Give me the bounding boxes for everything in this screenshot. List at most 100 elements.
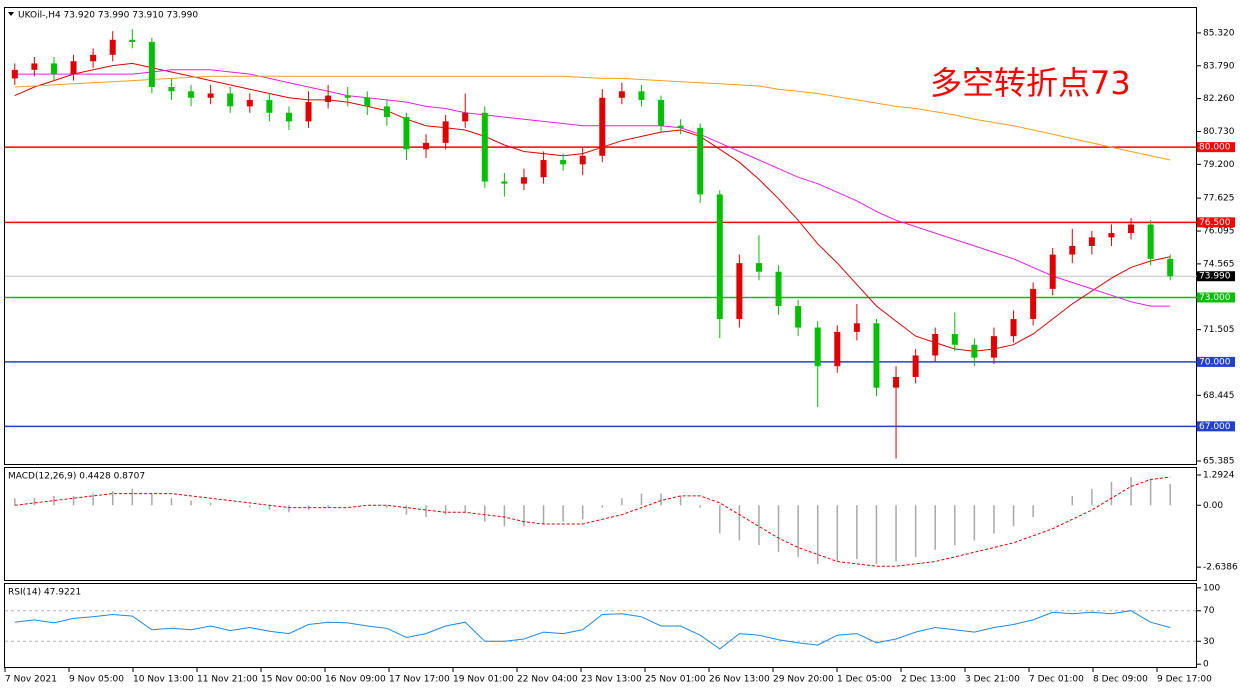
x-tick-label: 2 Dec 13:00 (901, 675, 956, 685)
y-tick-label: 100 (1203, 583, 1220, 593)
candle-body (481, 112, 488, 182)
level-tag (1197, 292, 1235, 303)
macd-header: MACD(12,26,9) 0.4428 0.8707 (8, 472, 145, 482)
candle-body (188, 91, 195, 98)
level-label: 80.000 (1199, 143, 1231, 153)
macd-signal (14, 476, 1171, 567)
price-pane (4, 7, 1197, 465)
candle-body (560, 160, 567, 165)
y-tick-label: 80.730 (1203, 127, 1235, 137)
candle-body (1010, 318, 1017, 337)
candle-body (658, 99, 665, 126)
level-label: 70.000 (1199, 357, 1231, 367)
x-tick-label: 7 Nov 2021 (5, 675, 57, 685)
y-tick-label: 0.00 (1203, 501, 1223, 511)
candle-body (893, 376, 900, 388)
y-tick-label: 71.505 (1203, 325, 1235, 335)
candle-body (1167, 258, 1174, 277)
x-tick-label: 1 Dec 05:00 (837, 675, 892, 685)
moving-average (14, 62, 1171, 352)
menu-arrow (8, 12, 14, 16)
candle-body (423, 142, 430, 150)
candle-body (638, 91, 645, 100)
candle-body (305, 102, 312, 122)
x-tick-label: 11 Nov 21:00 (197, 675, 258, 685)
candle-body (932, 333, 939, 356)
candle-body (873, 323, 880, 388)
candle-body (50, 63, 57, 75)
x-tick-label: 22 Nov 04:00 (517, 675, 578, 685)
level-tag (1197, 356, 1235, 367)
level-label: 76.500 (1199, 218, 1231, 228)
candle-body (697, 127, 704, 195)
level-label: 73.000 (1199, 293, 1231, 303)
x-tick-label: 26 Nov 13:00 (709, 675, 770, 685)
candle-body (90, 54, 97, 62)
level-label: 67.000 (1199, 422, 1231, 432)
y-tick-label: 30 (1203, 637, 1215, 647)
x-tick-label: 25 Nov 01:00 (645, 675, 706, 685)
y-tick-label: 83.790 (1203, 61, 1235, 71)
candle-body (1108, 233, 1115, 238)
macd-pane (4, 467, 1197, 581)
x-tick-label: 29 Nov 20:00 (773, 675, 834, 685)
candle-body (129, 39, 136, 42)
candle-body (227, 93, 234, 107)
candle-body (775, 271, 782, 307)
candle-body (148, 41, 155, 88)
candle-body (501, 181, 508, 184)
candle-body (618, 91, 625, 98)
candle-body (579, 155, 586, 165)
x-tick-label: 16 Nov 09:00 (325, 675, 386, 685)
candle-body (1069, 245, 1076, 255)
candle-body (442, 121, 449, 143)
candle-body (11, 69, 18, 79)
candle-body (70, 61, 77, 75)
candle-body (1088, 237, 1095, 246)
candle-body (344, 95, 351, 98)
candle-body (971, 344, 978, 358)
y-tick-label: 65.385 (1203, 457, 1235, 467)
level-tag (1197, 142, 1235, 153)
candle-body (795, 306, 802, 328)
candle-body (1049, 254, 1056, 289)
candle-body (814, 327, 821, 367)
candle-body (736, 263, 743, 319)
y-tick-label: 82.260 (1203, 94, 1235, 104)
candle-body (285, 112, 292, 122)
x-tick-label: 23 Nov 13:00 (581, 675, 642, 685)
y-tick-label: 79.200 (1203, 160, 1235, 170)
y-tick-label: 1.2924 (1203, 470, 1235, 480)
y-tick-label: 70 (1203, 606, 1215, 616)
last-price-tag (1197, 271, 1235, 282)
candle-body (383, 106, 390, 118)
candle-body (109, 39, 116, 55)
y-tick-label: 77.625 (1203, 194, 1235, 204)
candle-body (364, 97, 371, 107)
candle-body (853, 323, 860, 332)
candle-body (755, 263, 762, 272)
x-tick-label: 7 Dec 01:00 (1029, 675, 1084, 685)
y-tick-label: 68.445 (1203, 391, 1235, 401)
candle-body (1128, 224, 1135, 234)
rsi-pane (4, 583, 1197, 668)
y-tick-label: 74.565 (1203, 259, 1235, 269)
y-tick-label: 0 (1203, 660, 1209, 670)
x-tick-label: 3 Dec 21:00 (965, 675, 1020, 685)
annotation: 多空转折点73 (930, 64, 1131, 102)
y-tick-label: 85.320 (1203, 28, 1235, 38)
symbol-header: UKOil-,H4 73.920 73.990 73.910 73.990 (18, 11, 198, 21)
candle-body (1030, 288, 1037, 319)
candle-body (716, 194, 723, 319)
x-tick-label: 9 Dec 17:00 (1157, 675, 1212, 685)
candle-body (540, 160, 547, 178)
candle-body (403, 117, 410, 150)
candle-body (325, 95, 332, 103)
level-tag (1197, 421, 1235, 432)
candle-body (520, 177, 527, 184)
candle-body (207, 93, 214, 98)
candle-body (266, 99, 273, 113)
x-tick-label: 17 Nov 17:00 (389, 675, 450, 685)
